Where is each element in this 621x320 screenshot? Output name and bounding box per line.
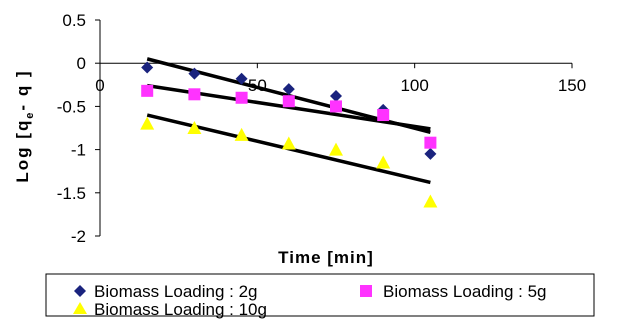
point-series-3 (423, 194, 438, 208)
x-tick-label: 150 (558, 76, 586, 95)
legend-triangle-marker (73, 302, 87, 314)
x-tick-label: 100 (400, 76, 428, 95)
point-series-3 (281, 136, 296, 150)
tick-labels: 0.5 0 -0.5 -1 -1.5 -2 0 50 100 150 (57, 11, 586, 246)
y-axis-title-subscript: e (24, 111, 36, 119)
point-series-1 (188, 67, 201, 80)
legend-item-2g: Biomass Loading : 2g (74, 282, 258, 301)
point-series-3 (187, 121, 202, 134)
x-tick-label: 50 (248, 76, 267, 95)
legend-item-5g: Biomass Loading : 5g (360, 282, 547, 301)
point-series-1 (282, 83, 295, 96)
point-series-2 (377, 109, 390, 122)
point-series-3 (234, 127, 249, 141)
legend: Biomass Loading : 2g Biomass Loading : 5… (45, 273, 595, 319)
y-tick-label: -1.5 (57, 184, 86, 203)
point-series-2 (330, 100, 342, 113)
point-series-2 (424, 136, 437, 149)
legend-square-marker (360, 285, 372, 297)
y-axis-title: Log [qe- q ] (13, 69, 36, 182)
legend-label-5g: Biomass Loading : 5g (383, 282, 547, 301)
point-series-2 (141, 84, 154, 97)
point-series-1 (235, 72, 248, 85)
y-tick-label: -1 (71, 141, 86, 160)
point-series-3 (329, 142, 343, 156)
point-series-3 (376, 155, 391, 169)
legend-diamond-marker (74, 285, 86, 297)
point-series-2 (235, 91, 248, 104)
legend-label-2g: Biomass Loading : 2g (94, 282, 258, 301)
y-tick-label: -2 (71, 227, 86, 246)
data-points (140, 61, 438, 208)
point-series-1 (141, 61, 154, 74)
legend-box (45, 273, 595, 317)
point-series-3 (140, 116, 155, 130)
point-series-1 (424, 147, 437, 160)
x-tick-label: 0 (95, 76, 104, 95)
point-series-2 (188, 88, 201, 101)
y-tick-label: -0.5 (57, 97, 86, 116)
point-series-2 (282, 95, 295, 108)
point-series-1 (330, 90, 342, 103)
legend-label-10g: Biomass Loading : 10g (94, 300, 267, 319)
axes (95, 19, 573, 237)
legend-item-10g: Biomass Loading : 10g (73, 300, 267, 319)
y-axis-title-main: Log [q (13, 119, 32, 183)
y-tick-label: 0 (77, 54, 86, 73)
y-axis-title-tail: - q ] (13, 69, 32, 110)
x-axis-title: Time [min] (278, 248, 374, 267)
y-tick-label: 0.5 (62, 11, 86, 30)
